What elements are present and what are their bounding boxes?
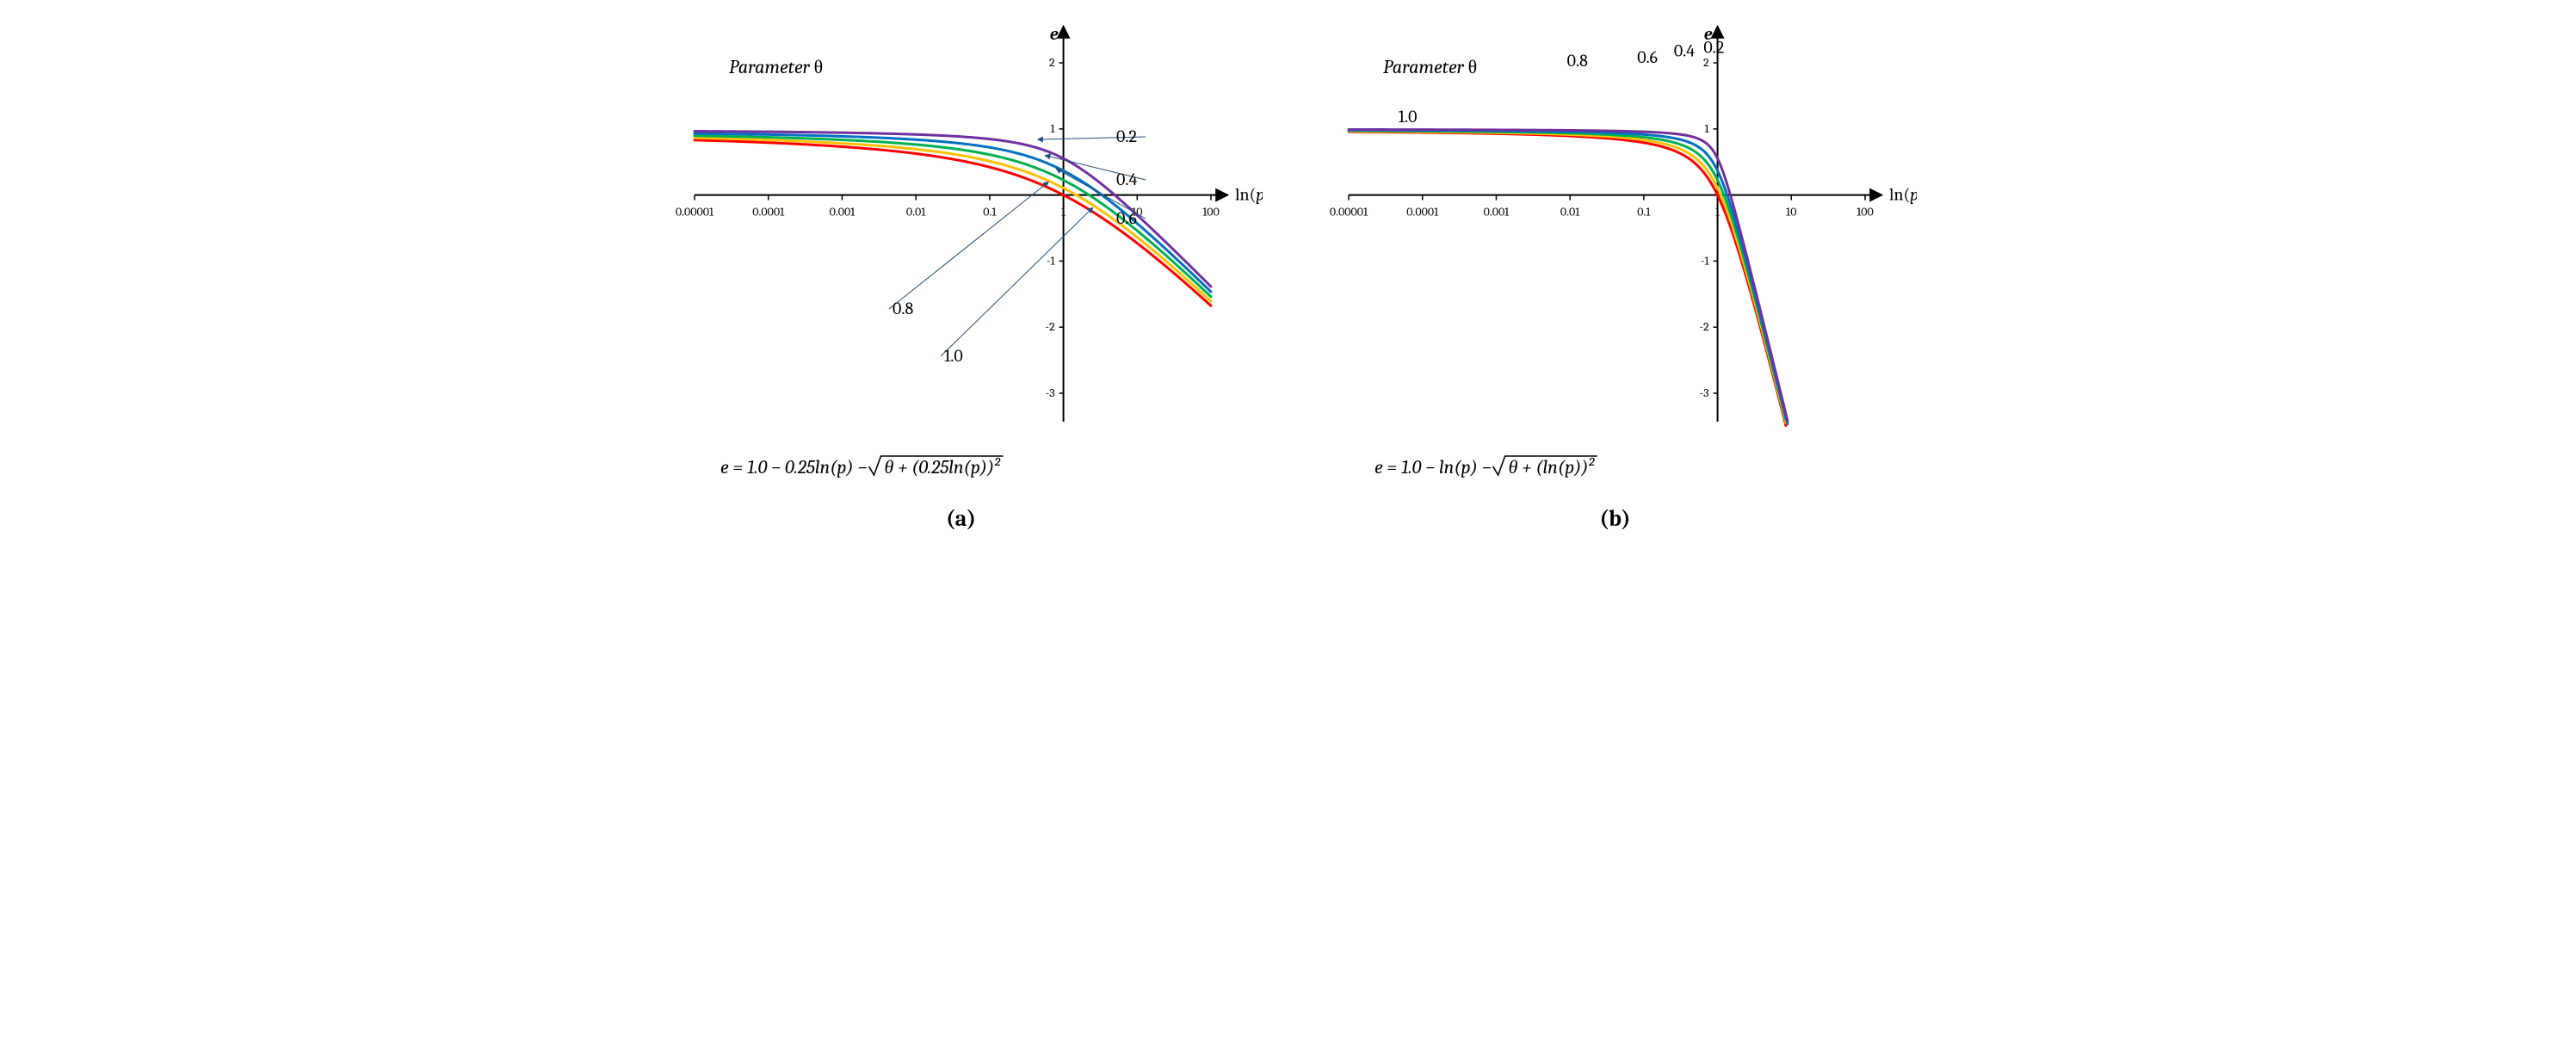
series-theta-0.2: [1349, 129, 1788, 421]
x-tick-label: 100: [1202, 205, 1220, 219]
series-label-0.2: 0.2: [1703, 38, 1724, 58]
callout-leader: [941, 207, 1093, 356]
y-axis-label: e: [1049, 24, 1058, 44]
y-tick-label: 2: [1702, 55, 1708, 70]
x-tick-label: 0.001: [1483, 205, 1510, 219]
equation: e = 1.0 − 0.25ln(p) − θ + (0.25ln(p))²: [720, 456, 1004, 478]
y-tick-label: 1: [1050, 121, 1055, 136]
svg-text:θ + (ln(p))²: θ + (ln(p))²: [1508, 456, 1595, 478]
equation: e = 1.0 − ln(p) − θ + (ln(p))²: [1374, 456, 1597, 478]
x-tick-label: 0.0001: [752, 205, 785, 219]
series-label-0.2: 0.2: [1116, 126, 1137, 146]
parameter-title: Parameter θ: [729, 56, 823, 78]
x-tick-label: 0.001: [829, 205, 856, 219]
x-tick-label: 10: [1786, 205, 1796, 219]
x-tick-label: 0.1: [1637, 205, 1651, 219]
x-tick-label: 1: [1715, 205, 1720, 219]
series-group: [1349, 129, 1788, 425]
panel-a-caption: (a): [946, 506, 976, 532]
y-tick-label: -3: [1045, 386, 1054, 400]
series-label-0.8: 0.8: [1566, 51, 1587, 71]
series-label-0.4: 0.4: [1673, 40, 1694, 60]
y-tick-label: -2: [1699, 319, 1709, 334]
x-tick-label: 0.1: [983, 205, 997, 219]
x-tick-label: 0.00001: [675, 205, 713, 219]
x-axis-label: ln(p): [1235, 185, 1263, 205]
series-label-1.0: 1.0: [944, 346, 963, 366]
y-tick-label: -3: [1699, 386, 1708, 400]
x-tick-label: 0.0001: [1406, 205, 1439, 219]
y-tick-label: 2: [1048, 55, 1054, 70]
panel-b: 0.00001 0.0001 0.001 0.01 0.1 1 10 100 -3 -2 -1 1 2 e…: [1314, 17, 1917, 532]
series-theta-0.4: [1349, 130, 1788, 423]
svg-text:θ + (0.25ln(p))²: θ + (0.25ln(p))²: [884, 456, 1001, 478]
x-tick-label: 100: [1856, 205, 1874, 219]
series-label-0.8: 0.8: [893, 299, 913, 318]
x-tick-label: 0.00001: [1329, 205, 1368, 219]
svg-text:e = 1.0 − ln(p) −: e = 1.0 − ln(p) −: [1374, 456, 1492, 478]
x-tick-label: 0.01: [905, 205, 925, 219]
parameter-title: Parameter θ: [1383, 56, 1477, 78]
svg-text:e = 1.0 − 0.25ln(p) −: e = 1.0 − 0.25ln(p) −: [720, 456, 867, 478]
x-tick-label: 0.01: [1560, 205, 1579, 219]
series-label-0.6: 0.6: [1116, 208, 1137, 228]
x-axis-label: ln(p): [1889, 185, 1917, 205]
figure-container: 0.00001 0.0001 0.001 0.01 0.1 1 10 100 -3 -2 -1 1 2 e…: [0, 0, 2576, 549]
y-tick-label: -1: [1700, 253, 1709, 268]
y-tick-label: -2: [1045, 319, 1055, 334]
panel-b-caption: (b): [1600, 506, 1631, 532]
chart-b: 0.00001 0.0001 0.001 0.01 0.1 1 10 100 -3 -2 -1 1 2 e…: [1314, 17, 1917, 499]
series-label-0.4: 0.4: [1116, 170, 1137, 189]
y-tick-label: 1: [1704, 121, 1709, 136]
callout-leader: [889, 182, 1048, 309]
y-tick-label: -1: [1046, 253, 1055, 268]
x-tick-label: 1: [1061, 205, 1066, 219]
series-label-0.6: 0.6: [1637, 47, 1658, 67]
chart-a: 0.000010.00010.0010.010.1110100-3-2-112e…: [660, 17, 1263, 499]
panel-a: 0.000010.00010.0010.010.1110100-3-2-112e…: [660, 17, 1263, 532]
series-label-1.0: 1.0: [1398, 107, 1417, 126]
